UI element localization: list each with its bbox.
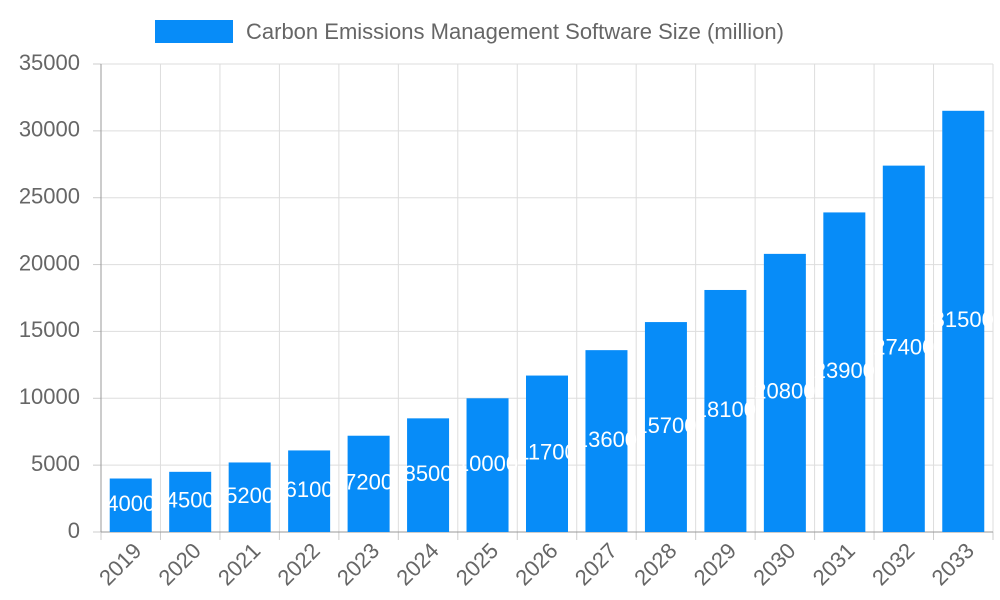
- bar: [109, 478, 152, 532]
- x-tick-label: 2021: [213, 538, 265, 590]
- x-tick-label: 2033: [927, 538, 979, 590]
- y-tick-label: 10000: [19, 384, 80, 409]
- x-tick-label: 2026: [510, 538, 562, 590]
- x-tick-label: 2019: [94, 538, 146, 590]
- data-label: 31500: [933, 307, 994, 332]
- x-tick-label: 2030: [748, 538, 800, 590]
- y-tick-label: 20000: [19, 250, 80, 275]
- y-tick-label: 0: [68, 518, 80, 543]
- y-tick-label: 25000: [19, 184, 80, 209]
- bar: [407, 418, 450, 532]
- x-tick-label: 2028: [629, 538, 681, 590]
- bar: [823, 212, 866, 532]
- bar: [942, 110, 985, 533]
- data-label: 27400: [873, 335, 934, 360]
- bar: [763, 253, 806, 533]
- data-label: 20800: [754, 379, 815, 404]
- x-tick-label: 2031: [808, 538, 860, 590]
- data-label: 7200: [344, 470, 393, 495]
- x-tick-label: 2024: [391, 538, 443, 590]
- bar: [466, 398, 509, 532]
- y-tick-label: 5000: [31, 451, 80, 476]
- data-label: 13600: [576, 427, 637, 452]
- y-tick-label: 35000: [19, 50, 80, 75]
- data-label: 8500: [404, 461, 453, 486]
- bar: [228, 462, 271, 532]
- bar: [585, 350, 628, 532]
- bar: [347, 435, 390, 532]
- data-label: 15700: [635, 413, 696, 438]
- y-tick-label: 30000: [19, 117, 80, 142]
- bar: [704, 289, 747, 532]
- x-tick-label: 2025: [451, 538, 503, 590]
- x-tick-label: 2029: [689, 538, 741, 590]
- data-label: 10000: [457, 451, 518, 476]
- legend-label: Carbon Emissions Management Software Siz…: [246, 19, 784, 44]
- x-tick-label: 2023: [332, 538, 384, 590]
- x-tick-label: 2027: [570, 538, 622, 590]
- bar: [882, 165, 925, 532]
- bar: [169, 471, 212, 532]
- bar: [526, 375, 568, 532]
- x-tick-label: 2020: [154, 538, 206, 590]
- legend-swatch: [155, 20, 233, 43]
- data-label: 5200: [225, 483, 274, 508]
- bar: [288, 450, 331, 532]
- y-tick-label: 15000: [19, 317, 80, 342]
- data-label: 11700: [517, 440, 577, 465]
- data-label: 4000: [106, 491, 155, 516]
- data-label: 18100: [695, 397, 756, 422]
- data-label: 23900: [814, 358, 875, 383]
- data-label: 4500: [166, 488, 215, 513]
- data-label: 6100: [285, 477, 334, 502]
- x-tick-label: 2022: [272, 538, 324, 590]
- bar: [644, 322, 687, 532]
- x-tick-label: 2032: [867, 538, 919, 590]
